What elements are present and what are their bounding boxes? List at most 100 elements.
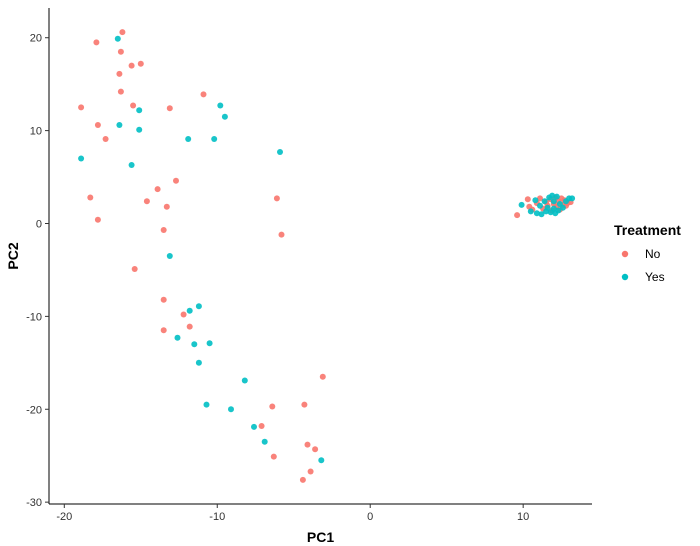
data-point [550, 205, 557, 212]
data-point [154, 186, 161, 193]
y-tick-label: -20 [26, 404, 42, 416]
data-point [117, 48, 124, 55]
data-point [544, 204, 551, 211]
data-point [166, 105, 173, 112]
data-point [174, 334, 181, 341]
legend-label-no: No [645, 247, 661, 261]
x-axis-title: PC1 [307, 529, 334, 545]
data-point [186, 307, 193, 314]
legend-key-no [621, 250, 629, 258]
data-point [160, 327, 167, 334]
data-point [527, 208, 534, 215]
data-point [312, 446, 319, 453]
data-point [269, 403, 276, 410]
data-point [533, 210, 540, 217]
x-tick-label: -10 [209, 511, 225, 523]
x-tick-label: 0 [367, 511, 373, 523]
data-point [206, 340, 213, 347]
data-point [94, 122, 101, 128]
data-point [318, 457, 325, 464]
data-point [78, 104, 85, 111]
data-point [137, 60, 144, 67]
data-point [532, 197, 539, 204]
data-point [518, 201, 525, 208]
data-point [94, 216, 101, 223]
data-point [143, 198, 150, 205]
data-point [277, 149, 283, 155]
data-point [514, 212, 521, 219]
data-point [128, 162, 135, 168]
data-point [130, 102, 137, 109]
data-point [116, 70, 123, 77]
data-point [549, 192, 556, 199]
data-point [131, 266, 138, 272]
data-point [116, 122, 123, 128]
data-point [114, 35, 121, 42]
y-tick-label: 0 [36, 218, 42, 230]
data-point [307, 468, 314, 475]
legend: Treatment No Yes [614, 222, 681, 284]
data-point [569, 195, 576, 202]
points-layer [78, 29, 576, 483]
data-point [119, 29, 126, 36]
data-point [78, 155, 85, 162]
y-axis-ticks: -30 -20 -10 0 10 20 [26, 33, 49, 509]
data-point [301, 401, 308, 408]
data-point [203, 401, 210, 408]
data-point [211, 136, 218, 142]
data-point [251, 423, 257, 430]
data-point [191, 341, 198, 348]
legend-title: Treatment [614, 222, 681, 238]
data-point [163, 203, 170, 210]
data-point [180, 311, 187, 318]
y-tick-label: 10 [30, 126, 42, 138]
data-point [304, 441, 311, 448]
data-point [200, 91, 207, 98]
data-point [299, 476, 306, 483]
data-point [241, 377, 248, 384]
legend-key-yes [621, 273, 629, 281]
data-point [278, 231, 285, 238]
legend-label-yes: Yes [645, 270, 665, 284]
data-point [550, 198, 557, 205]
x-tick-label: -20 [56, 511, 72, 523]
data-point [273, 195, 280, 202]
data-point [258, 423, 265, 429]
data-point [195, 359, 202, 366]
data-point [555, 207, 562, 214]
data-point [553, 193, 560, 200]
data-point [537, 195, 543, 202]
y-tick-label: 20 [30, 33, 42, 45]
data-point [185, 136, 192, 142]
x-axis-ticks: -20 -10 0 10 [56, 504, 529, 523]
data-point [186, 323, 193, 330]
data-point [128, 62, 135, 69]
x-tick-label: 10 [517, 511, 529, 523]
data-point [195, 303, 202, 310]
data-point [136, 107, 143, 114]
data-point [541, 198, 548, 205]
series-no [78, 29, 574, 483]
data-point [270, 453, 277, 460]
data-point [538, 211, 545, 218]
data-point [102, 136, 109, 142]
data-point [117, 88, 124, 95]
series-yes [78, 35, 576, 464]
data-point [173, 177, 179, 184]
y-tick-label: -30 [26, 497, 42, 509]
data-point [261, 438, 268, 445]
y-axis-title: PC2 [5, 242, 21, 269]
data-point [160, 227, 167, 233]
data-point [87, 194, 94, 201]
data-point [160, 296, 167, 303]
data-point [93, 39, 100, 46]
data-point [217, 102, 224, 109]
data-point [559, 204, 566, 211]
data-point [166, 253, 173, 259]
data-point [136, 126, 143, 133]
data-point [524, 196, 531, 203]
y-tick-label: -10 [26, 311, 42, 323]
data-point [228, 406, 234, 413]
data-point [537, 202, 543, 209]
